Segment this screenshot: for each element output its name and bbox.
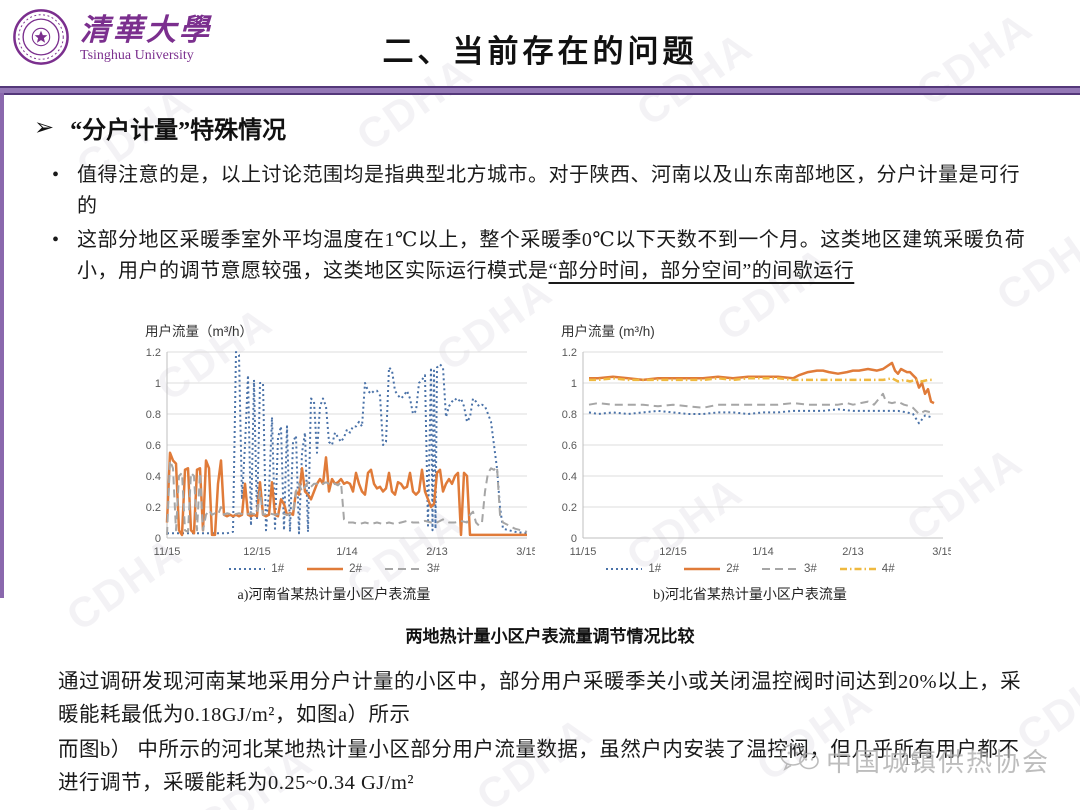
chart-a-caption: a)河南省某热计量小区户表流量 — [237, 588, 431, 603]
legend-item-1: 1# — [605, 563, 661, 575]
legend-line-sample — [762, 568, 798, 570]
svg-text:0.8: 0.8 — [562, 409, 577, 421]
legend-item-1: 1# — [228, 563, 284, 575]
legend-line-sample — [384, 568, 421, 570]
svg-text:3/15: 3/15 — [932, 546, 951, 558]
svg-text:0.2: 0.2 — [146, 502, 161, 514]
list-item: • 这部分地区采暖季室外平均温度在1℃以上，整个采暖季0℃以下天数不到一个月。这… — [52, 225, 1037, 287]
chart-b-caption: b)河北省某热计量小区户表流量 — [653, 588, 847, 603]
figure-charts: 用户流量（m³/h） 0 0.2 0.4 0.6 0.8 1 1.2 11/15 12/15 1/… — [133, 320, 963, 604]
svg-text:0.8: 0.8 — [146, 409, 161, 421]
svg-text:1: 1 — [155, 378, 161, 390]
svg-text:0.2: 0.2 — [562, 502, 577, 514]
svg-text:11/15: 11/15 — [570, 546, 597, 558]
legend-label: 2# — [726, 563, 739, 575]
svg-text:0.4: 0.4 — [146, 471, 161, 483]
svg-text:11/15: 11/15 — [154, 546, 181, 558]
svg-text:2/13: 2/13 — [426, 546, 447, 558]
svg-text:12/15: 12/15 — [659, 546, 687, 558]
legend-line-sample — [307, 567, 344, 571]
legend-label: 1# — [648, 563, 662, 575]
chart-a-legend: 1# 2# 3# — [133, 563, 535, 575]
chart-a-plot: 0 0.2 0.4 0.6 0.8 1 1.2 11/15 12/15 1/14 2/13 3/15 — [146, 347, 535, 558]
chart-henan-flow: 用户流量（m³/h） 0 0.2 0.4 0.6 0.8 1 1.2 11/15 12/15 1/… — [133, 320, 535, 604]
legend-item-3: 3# — [761, 563, 817, 575]
legend-line-sample — [839, 567, 876, 571]
svg-text:0: 0 — [155, 533, 161, 545]
bullet-list: • 值得注意的是，以上讨论范围均是指典型北方城市。对于陕西、河南以及山东南部地区… — [52, 160, 1037, 290]
page-number: 15 — [903, 752, 919, 769]
section-heading-label: “分户计量”特殊情况 — [70, 118, 287, 144]
bullet-icon: • — [52, 229, 60, 251]
legend-line-sample — [684, 567, 721, 571]
bullet-icon: • — [52, 164, 60, 186]
legend-item-2: 2# — [306, 563, 362, 575]
bullet-text-2-underlined: “部分时间，部分空间”的间歇运行 — [548, 260, 855, 282]
logo-text: 清華大學 Tsinghua University — [80, 15, 212, 64]
paragraph-2: 而图b） 中所示的河北某地热计量小区部分用户流量数据，虽然户内安装了温控阀，但几… — [58, 739, 1020, 794]
chart-b-y-axis-title: 用户流量 (m³/h) — [561, 324, 655, 339]
svg-text:1/14: 1/14 — [336, 546, 357, 558]
section-heading: ➢ “分户计量”特殊情况 — [34, 110, 286, 145]
association-watermark: 中国城镇供热协会 — [778, 742, 1050, 779]
tsinghua-logo: 清華大學 Tsinghua University — [12, 8, 212, 71]
university-name-cn: 清華大學 — [80, 13, 212, 47]
header-divider — [0, 86, 1080, 95]
legend-item-3: 3# — [384, 563, 440, 575]
body-paragraphs: 通过调研发现河南某地采用分户计量的小区中，部分用户采暖季关小或关闭温控阀时间达到… — [58, 666, 1026, 802]
svg-text:0: 0 — [571, 533, 577, 545]
bullet-text-2: 这部分地区采暖季室外平均温度在1℃以上，整个采暖季0℃以下天数不到一个月。这类地… — [77, 225, 1037, 287]
legend-item-2: 2# — [683, 563, 739, 575]
legend-label: 3# — [426, 563, 440, 575]
legend-label: 4# — [881, 563, 895, 575]
legend-label: 1# — [271, 563, 285, 575]
tsinghua-seal-icon — [12, 8, 70, 71]
svg-text:1/14: 1/14 — [752, 546, 773, 558]
legend-label: 3# — [804, 563, 817, 575]
arrowhead-icon: ➢ — [34, 115, 55, 141]
university-name-en: Tsinghua University — [80, 48, 194, 64]
svg-text:3/15: 3/15 — [516, 546, 535, 558]
header: 清華大學 Tsinghua University 二、当前存在的问题 — [0, 0, 1080, 86]
legend-item-4: 4# — [839, 563, 895, 575]
svg-text:0.4: 0.4 — [562, 471, 577, 483]
chart-b-legend: 1# 2# 3# 4# — [549, 563, 951, 575]
svg-text:0.6: 0.6 — [146, 440, 161, 452]
chart-hebei-flow: 用户流量 (m³/h) 0 0.2 0.4 0.6 0.8 1 1.2 11/15 12/15 1… — [549, 320, 951, 604]
chart-a-y-axis-title: 用户流量（m³/h） — [145, 324, 253, 339]
paragraph-1: 通过调研发现河南某地采用分户计量的小区中，部分用户采暖季关小或关闭温控阀时间达到… — [58, 671, 1022, 726]
left-edge-accent — [0, 93, 4, 598]
page-title: 二、当前存在的问题 — [382, 34, 698, 69]
wechat-icon — [778, 742, 820, 779]
svg-text:1.2: 1.2 — [146, 347, 161, 359]
svg-text:12/15: 12/15 — [243, 546, 271, 558]
legend-label: 2# — [349, 563, 362, 575]
svg-text:0.6: 0.6 — [562, 440, 577, 452]
svg-text:1.2: 1.2 — [562, 347, 577, 359]
svg-text:1: 1 — [571, 378, 577, 390]
chart-b-plot: 0 0.2 0.4 0.6 0.8 1 1.2 11/15 12/15 1/14 2/13 3/15 — [562, 347, 951, 558]
bullet-text-1: 值得注意的是，以上讨论范围均是指典型北方城市。对于陕西、河南以及山东南部地区，分… — [77, 164, 1021, 217]
svg-text:2/13: 2/13 — [842, 546, 863, 558]
association-name: 中国城镇供热协会 — [825, 747, 1050, 777]
legend-line-sample — [229, 568, 266, 570]
bullet-text-2-plain: 这部分地区采暖季室外平均温度在1℃以上，整个采暖季0℃以下天数不到一个月。这类地… — [77, 229, 1026, 282]
legend-line-sample — [606, 568, 643, 570]
list-item: • 值得注意的是，以上讨论范围均是指典型北方城市。对于陕西、河南以及山东南部地区… — [52, 160, 1037, 222]
figure-overall-caption: 两地热计量小区户表流量调节情况比较 — [405, 627, 695, 646]
